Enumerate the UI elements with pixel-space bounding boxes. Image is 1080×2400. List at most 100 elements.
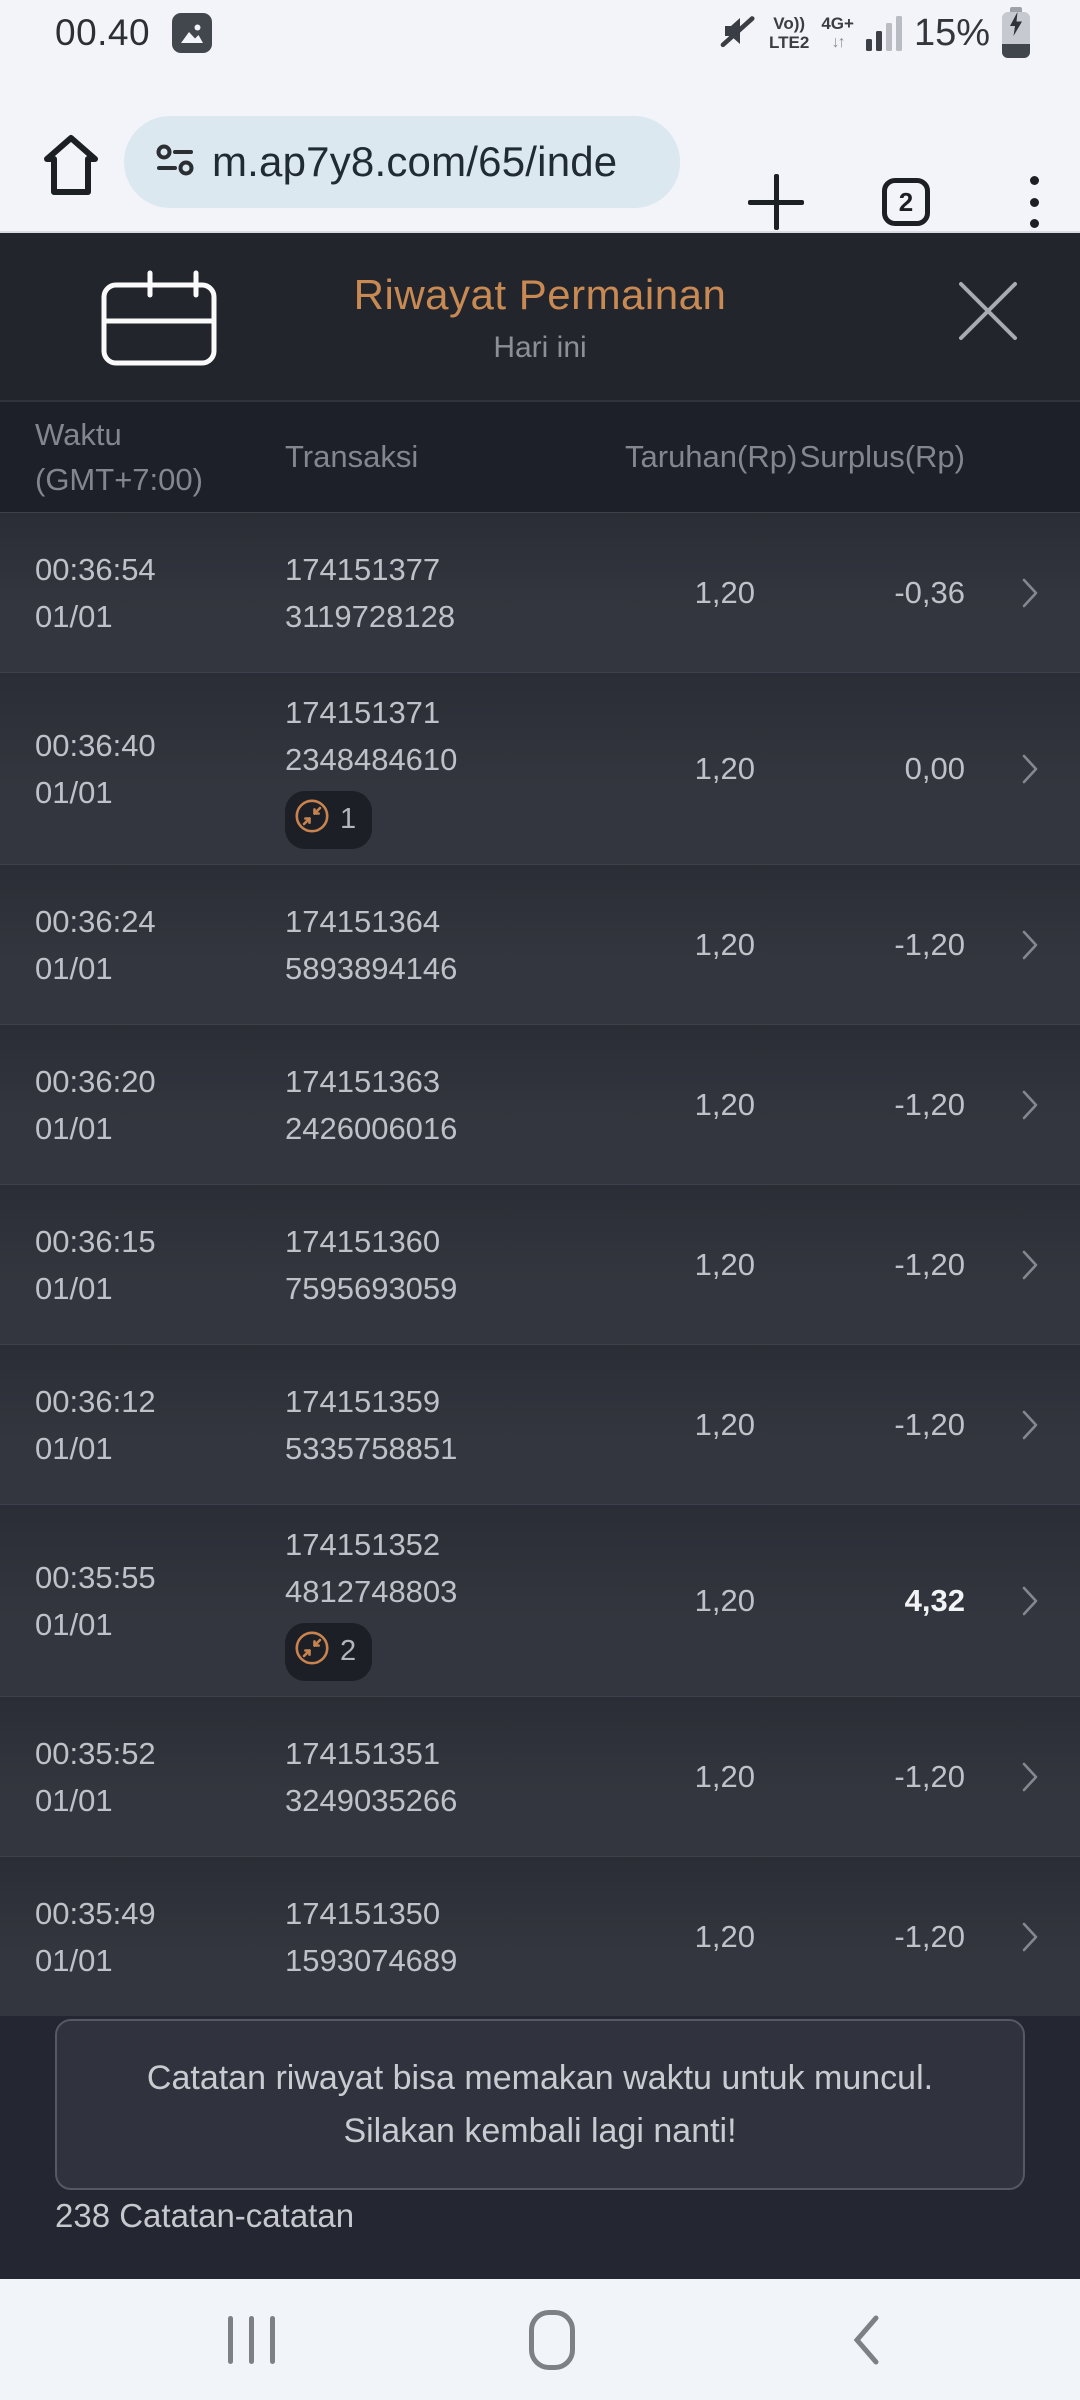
toast-text: Catatan riwayat bisa memakan waktu untuk… [146,2058,934,2150]
tab-count: 2 [898,186,914,217]
col-transaksi: Transaksi [285,439,419,474]
game-history-page: Riwayat Permainan Hari ini Waktu (GMT+7:… [0,233,1080,2279]
nav-back-icon[interactable] [852,2314,880,2371]
table-row[interactable]: 00:36:24 01/01 174151364 5893894146 1,20… [0,864,1080,1024]
row-time: 00:36:15 01/01 [35,1223,156,1306]
row-bet: 1,20 [694,1758,755,1794]
row-bet: 1,20 [694,1246,755,1282]
plus-icon[interactable] [748,174,804,230]
chevron-right-icon[interactable] [965,1922,1045,1952]
table-row[interactable]: 00:36:40 01/01 174151371 2348484610 1 1,… [0,672,1080,864]
chevron-right-icon[interactable] [965,1090,1045,1120]
row-transaction: 174151377 3119728128 [285,551,456,634]
url-bar[interactable]: m.ap7y8.com/65/inde [124,116,680,208]
chevron-right-icon[interactable] [965,1250,1045,1280]
signal-icon [865,15,902,51]
row-transaction: 174151364 5893894146 [285,903,458,986]
mute-icon [717,11,757,56]
photo-icon [172,13,213,53]
clock: 00.40 [55,12,151,53]
network-type-indicator: 4G+ ↓↑ [821,14,854,51]
row-time: 00:35:52 01/01 [35,1735,156,1818]
page-title: Riwayat Permainan [353,271,727,318]
chevron-right-icon[interactable] [965,1586,1045,1616]
android-nav-bar [0,2279,1080,2400]
table-row[interactable]: 00:36:15 01/01 174151360 7595693059 1,20… [0,1184,1080,1344]
nav-home-icon[interactable] [529,2310,575,2370]
row-transaction: 174151351 3249035266 [285,1735,458,1818]
col-waktu: Waktu (GMT+7:00) [35,417,203,497]
history-table: 00:36:54 01/01 174151377 3119728128 1,20… [0,512,1080,2016]
row-bet: 1,20 [694,926,755,962]
row-time: 00:36:20 01/01 [35,1063,156,1146]
row-time: 00:36:24 01/01 [35,903,156,986]
round-badge-count: 2 [340,1635,357,1667]
table-row[interactable]: 00:36:54 01/01 174151377 3119728128 1,20… [0,512,1080,672]
row-transaction: 174151360 7595693059 [285,1223,458,1306]
status-left: 00.40 [55,12,213,54]
row-time: 00:35:55 01/01 [35,1559,156,1642]
calendar-icon[interactable] [100,269,218,372]
row-transaction: 174151359 5335758851 [285,1383,458,1466]
row-surplus: -1,20 [894,1246,965,1282]
chevron-right-icon[interactable] [965,1410,1045,1440]
close-icon[interactable] [956,279,1020,348]
round-badge-icon [293,797,331,843]
chevron-right-icon[interactable] [965,930,1045,960]
table-row[interactable]: 00:36:20 01/01 174151363 2426006016 1,20… [0,1024,1080,1184]
row-bet: 1,20 [694,1918,755,1954]
nav-recents-icon[interactable] [228,2316,275,2364]
round-badge: 1 [285,790,373,849]
chevron-right-icon[interactable] [965,578,1045,608]
row-transaction: 174151363 2426006016 [285,1063,458,1146]
round-badge-icon [293,1629,331,1675]
row-bet: 1,20 [694,1086,755,1122]
row-surplus: -1,20 [894,1918,965,1954]
row-time: 00:35:49 01/01 [35,1895,156,1978]
col-taruhan: Taruhan(Rp) [625,439,798,474]
toast-message: Catatan riwayat bisa memakan waktu untuk… [55,2019,1025,2190]
row-bet: 1,20 [694,1582,755,1618]
table-row[interactable]: 00:35:52 01/01 174151351 3249035266 1,20… [0,1696,1080,1856]
tune-icon[interactable] [154,139,196,186]
round-badge-count: 1 [340,803,357,835]
url-text: m.ap7y8.com/65/inde [212,138,618,185]
row-time: 00:36:54 01/01 [35,551,156,634]
row-bet: 1,20 [694,1406,755,1442]
row-surplus: 4,32 [904,1582,965,1618]
chevron-right-icon[interactable] [965,754,1045,784]
row-transaction: 174151371 2348484610 1 [285,689,625,849]
chevron-right-icon[interactable] [965,1762,1045,1792]
row-surplus: -0,36 [894,574,965,610]
row-transaction: 174151350 1593074689 [285,1895,458,1978]
row-time: 00:36:12 01/01 [35,1383,156,1466]
round-badge: 2 [285,1622,373,1681]
home-icon[interactable] [40,132,102,203]
kebab-icon[interactable] [1028,176,1040,228]
status-right: Vo)) LTE2 4G+ ↓↑ 15% [717,7,1030,59]
row-surplus: -1,20 [894,1406,965,1442]
row-bet: 1,20 [694,750,755,786]
row-surplus: -1,20 [894,926,965,962]
page-subtitle[interactable]: Hari ini [493,331,587,364]
battery-percent: 15% [913,11,990,54]
table-row[interactable]: 00:36:12 01/01 174151359 5335758851 1,20… [0,1344,1080,1504]
table-row[interactable]: 00:35:55 01/01 174151352 4812748803 2 1,… [0,1504,1080,1696]
row-surplus: -1,20 [894,1086,965,1122]
status-bar: 00.40 Vo)) LTE2 4G+ ↓↑ 15% [0,0,1080,66]
col-surplus: Surplus(Rp) [799,439,965,474]
row-time: 00:36:40 01/01 [35,727,156,810]
row-surplus: -1,20 [894,1758,965,1794]
table-header: Waktu (GMT+7:00) Transaksi Taruhan(Rp) S… [0,400,1080,512]
battery-icon [1002,7,1030,59]
page-header: Riwayat Permainan Hari ini [0,233,1080,400]
tab-counter-icon[interactable]: 2 [882,178,930,226]
table-row[interactable]: 00:35:49 01/01 174151350 1593074689 1,20… [0,1856,1080,2016]
volte-indicator: Vo)) LTE2 [769,14,810,52]
row-bet: 1,20 [694,574,755,610]
row-surplus: 0,00 [904,750,965,786]
browser-toolbar: m.ap7y8.com/65/inde 2 [0,66,1080,233]
records-count: 238 Catatan-catatan [55,2197,355,2234]
row-transaction: 174151352 4812748803 2 [285,1521,625,1681]
